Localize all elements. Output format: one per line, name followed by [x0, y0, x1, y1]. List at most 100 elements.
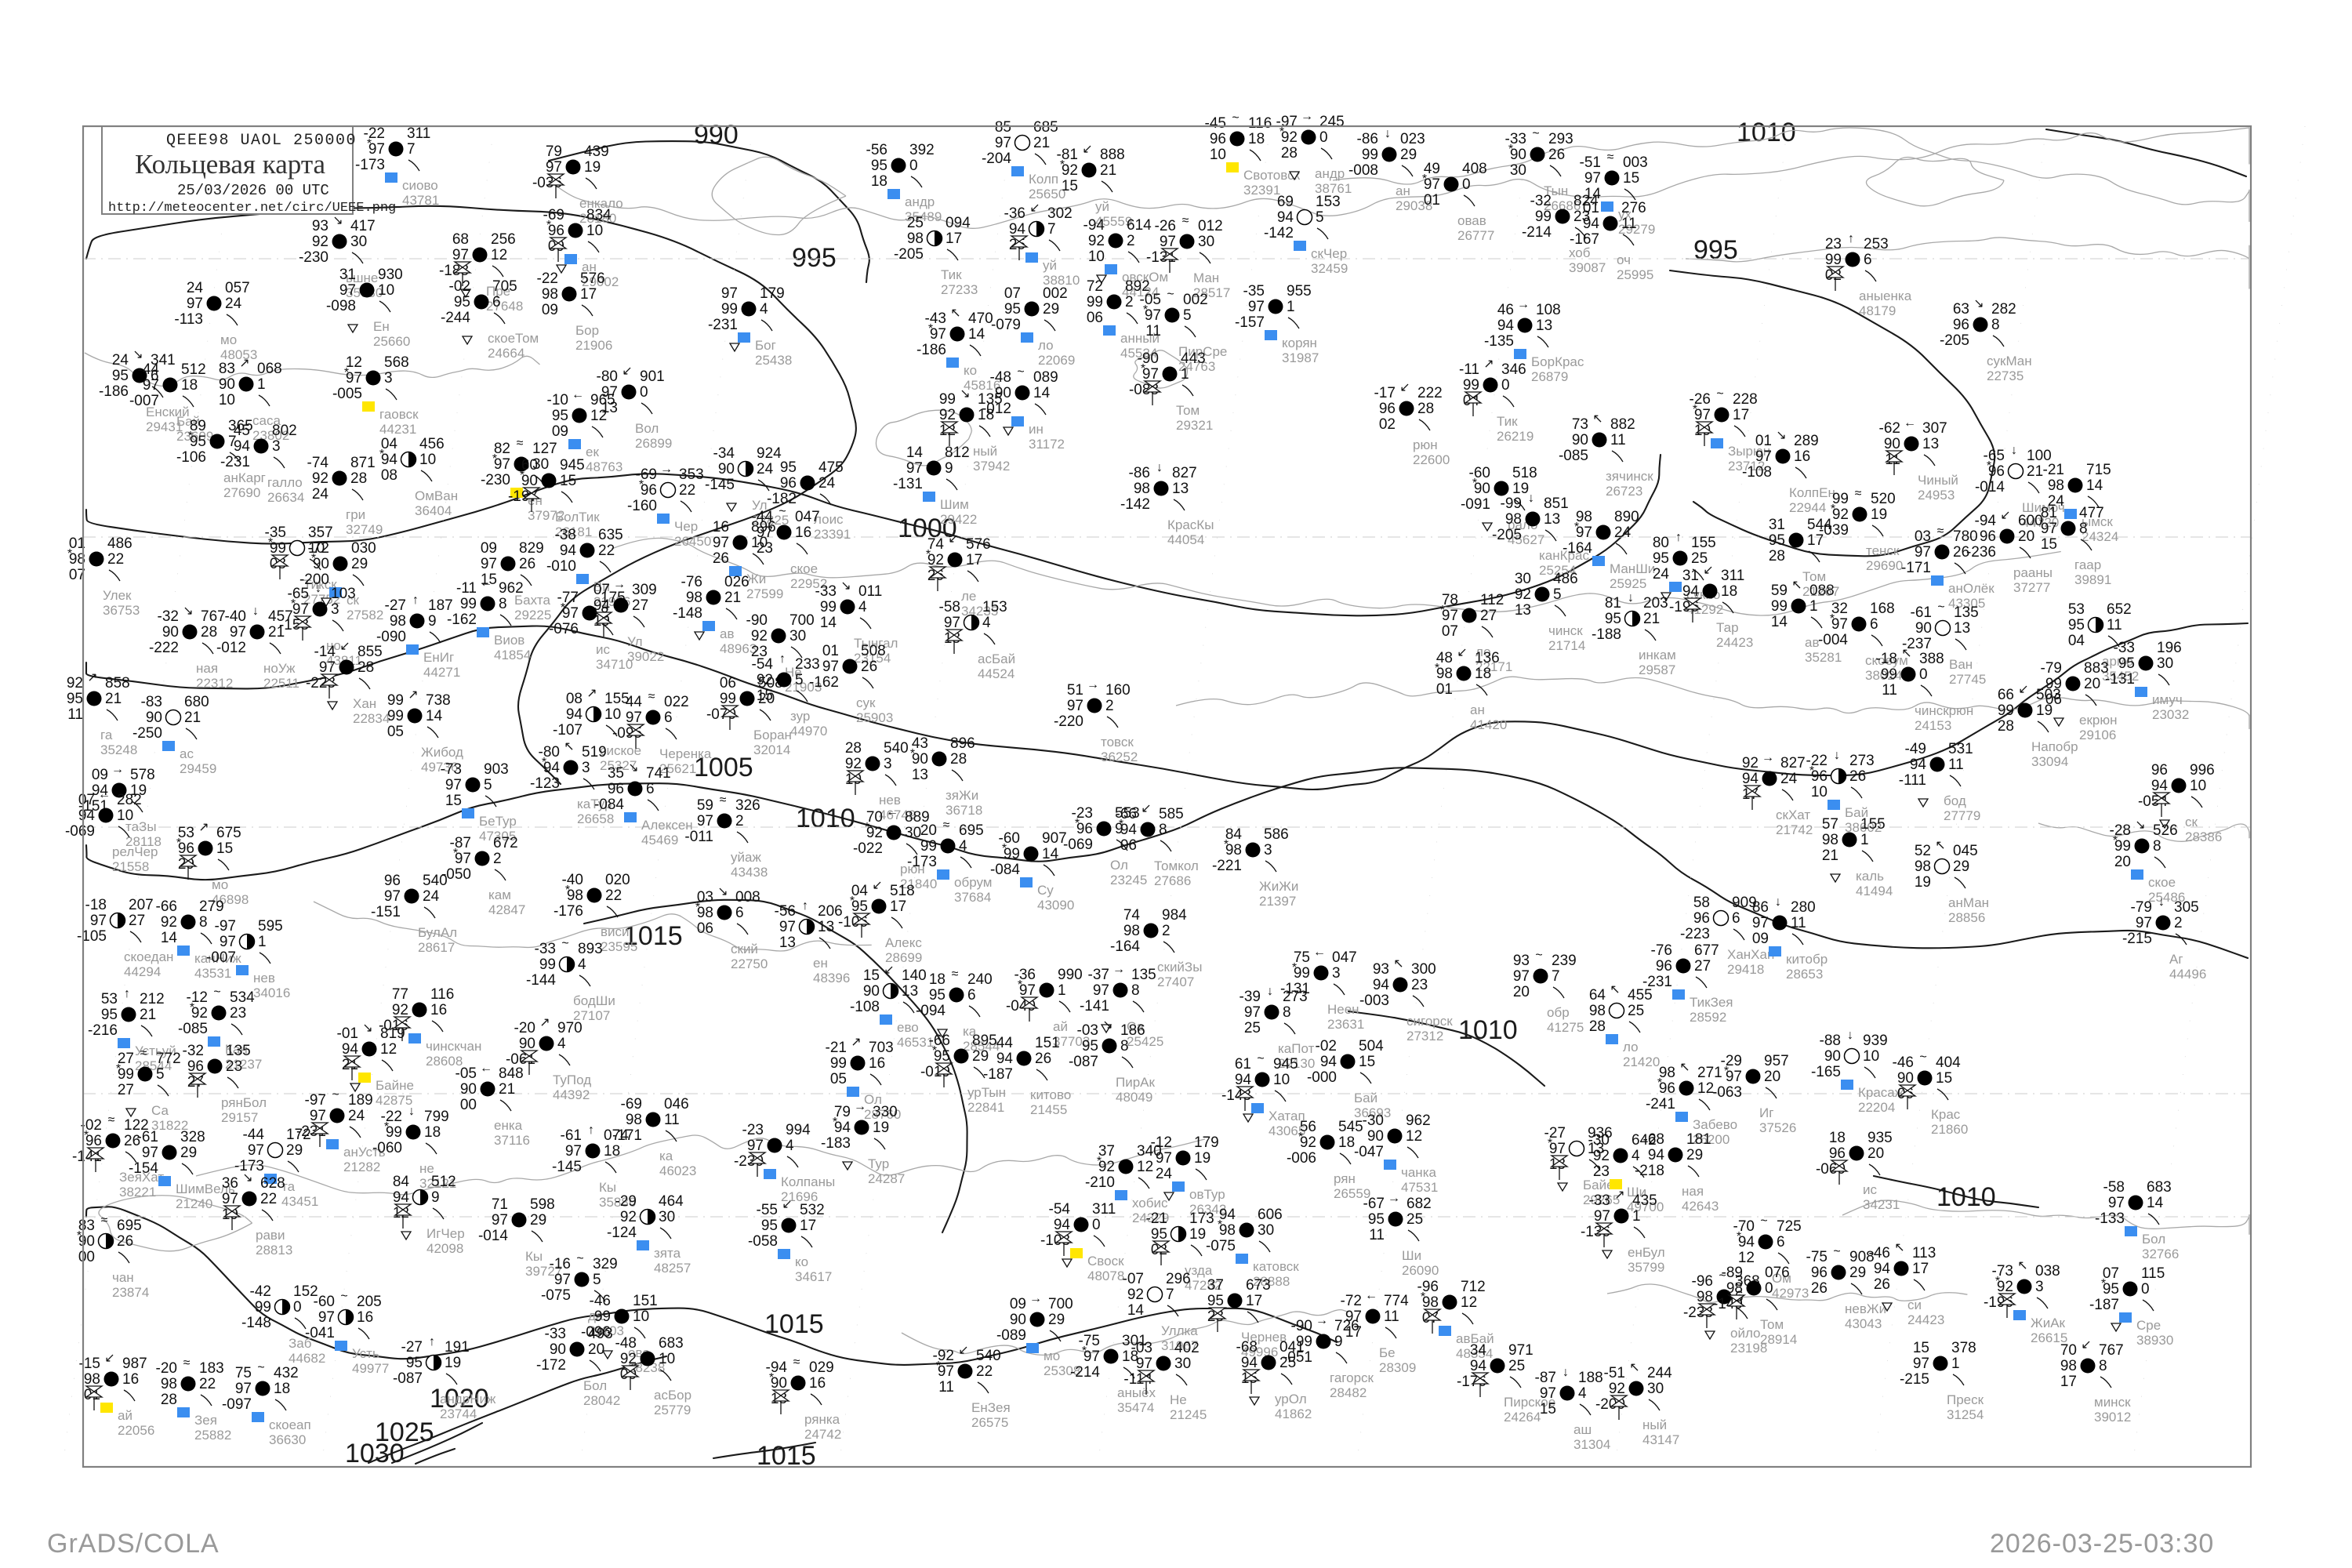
svg-text:скоеап: скоеап: [269, 1417, 311, 1432]
svg-text:-244: -244: [441, 310, 470, 326]
svg-text:90: 90: [519, 1036, 535, 1052]
svg-text:↙: ↙: [2018, 683, 2028, 696]
svg-text:97: 97: [995, 135, 1011, 151]
svg-text:4: 4: [1632, 1148, 1640, 1164]
svg-text:-051: -051: [1283, 1349, 1312, 1366]
svg-text:6: 6: [492, 294, 501, 310]
svg-text:-29: -29: [615, 1193, 637, 1210]
svg-text:28042: 28042: [583, 1393, 620, 1408]
svg-text:*: *: [1421, 1290, 1425, 1304]
svg-text:-69: -69: [621, 1096, 642, 1112]
svg-text:~: ~: [1919, 1051, 1926, 1064]
svg-text:09: 09: [1010, 1296, 1026, 1312]
svg-text:-33: -33: [545, 1326, 566, 1342]
svg-text:-098: -098: [326, 298, 356, 314]
svg-text:28: 28: [950, 751, 967, 768]
svg-text:ТуПод: ТуПод: [553, 1073, 591, 1087]
svg-text:зячинск: зячинск: [1606, 469, 1653, 484]
svg-text:34016: 34016: [253, 985, 290, 1000]
svg-text:97: 97: [481, 556, 497, 572]
svg-text:35474: 35474: [1117, 1400, 1154, 1415]
svg-text:35248: 35248: [100, 742, 137, 757]
svg-text:-214: -214: [1522, 224, 1552, 241]
svg-text:16: 16: [122, 1371, 139, 1388]
svg-text:-154: -154: [129, 1160, 158, 1177]
svg-text:677: 677: [1694, 942, 1719, 959]
svg-text:↗: ↗: [851, 1036, 861, 1049]
svg-text:-22: -22: [537, 270, 558, 287]
svg-text:28: 28: [350, 470, 367, 487]
svg-text:уйаж: уйаж: [731, 850, 761, 865]
svg-text:0: 0: [909, 158, 918, 174]
svg-text:-205: -205: [1492, 527, 1522, 543]
svg-text:-145: -145: [705, 477, 735, 493]
svg-text:имуч: имуч: [2152, 692, 2183, 707]
svg-text:00: 00: [78, 1249, 95, 1265]
svg-text:31172: 31172: [1029, 437, 1065, 452]
svg-text:-83: -83: [141, 694, 162, 710]
svg-text:0: 0: [2141, 1281, 2150, 1298]
svg-text:галло: галло: [267, 475, 303, 490]
svg-text:*: *: [492, 452, 497, 466]
svg-text:17: 17: [890, 898, 906, 915]
svg-text:20: 20: [1867, 1145, 1884, 1162]
svg-text:24: 24: [1653, 566, 1670, 583]
svg-text:41275: 41275: [1547, 1020, 1584, 1035]
svg-text:-21: -21: [1146, 1210, 1167, 1227]
svg-text:енка: енка: [494, 1118, 523, 1133]
svg-text:1: 1: [1181, 366, 1189, 383]
svg-text:92: 92: [620, 1351, 637, 1367]
svg-text:-231: -231: [708, 317, 738, 333]
svg-text:606: 606: [1258, 1207, 1283, 1223]
svg-text:057: 057: [225, 280, 250, 296]
svg-text:10: 10: [633, 1308, 649, 1325]
svg-text:94: 94: [1470, 1358, 1487, 1374]
svg-text:99: 99: [1296, 1334, 1312, 1350]
svg-text:19: 19: [1194, 1150, 1210, 1167]
svg-text:↓: ↓: [2011, 444, 2017, 457]
svg-text:44524: 44524: [978, 666, 1014, 681]
svg-text:90: 90: [1367, 1128, 1384, 1145]
svg-text:136: 136: [1475, 650, 1500, 666]
svg-text:311: 311: [1092, 1201, 1116, 1218]
svg-text:23: 23: [226, 1058, 242, 1075]
svg-text:24423: 24423: [1907, 1312, 1944, 1327]
svg-text:39022: 39022: [627, 649, 664, 664]
svg-text:↙: ↙: [1703, 564, 1713, 577]
svg-text:-68: -68: [1236, 1339, 1258, 1356]
svg-text:98: 98: [1915, 858, 1931, 875]
svg-text:-60: -60: [314, 1294, 335, 1310]
svg-text:*: *: [268, 536, 273, 550]
svg-text:Тар: Тар: [1716, 620, 1739, 635]
svg-text:↙: ↙: [872, 879, 882, 892]
svg-text:83: 83: [219, 361, 235, 377]
svg-text:96: 96: [1811, 1265, 1828, 1281]
svg-text:996: 996: [2190, 762, 2215, 779]
svg-text:*: *: [546, 219, 551, 232]
svg-text:29: 29: [180, 1145, 197, 1161]
svg-text:90: 90: [1010, 1312, 1026, 1328]
svg-text:асБай: асБай: [978, 652, 1015, 666]
svg-text:22069: 22069: [1038, 353, 1075, 368]
svg-text:47531: 47531: [1401, 1180, 1438, 1195]
svg-text:↘: ↘: [132, 348, 143, 361]
svg-text:27779: 27779: [1944, 808, 1980, 823]
svg-text:27: 27: [632, 597, 648, 614]
svg-text:8: 8: [1131, 982, 1140, 999]
svg-text:24: 24: [1780, 771, 1798, 787]
svg-text:95: 95: [2068, 617, 2085, 633]
svg-text:ис: ис: [1863, 1182, 1877, 1197]
svg-text:930: 930: [378, 267, 403, 283]
svg-text:09: 09: [481, 540, 497, 557]
svg-text:99: 99: [594, 1308, 611, 1325]
svg-text:300: 300: [1411, 961, 1436, 978]
svg-text:97: 97: [944, 615, 960, 631]
svg-text:10: 10: [586, 223, 603, 239]
svg-text:товск: товск: [1101, 735, 1134, 750]
svg-text:8: 8: [2079, 521, 2088, 537]
svg-text:9: 9: [428, 613, 437, 630]
svg-text:рянБол: рянБол: [221, 1095, 267, 1110]
svg-text:10: 10: [1273, 1072, 1290, 1088]
svg-text:-54: -54: [752, 656, 774, 673]
svg-text:-069: -069: [1063, 837, 1093, 853]
